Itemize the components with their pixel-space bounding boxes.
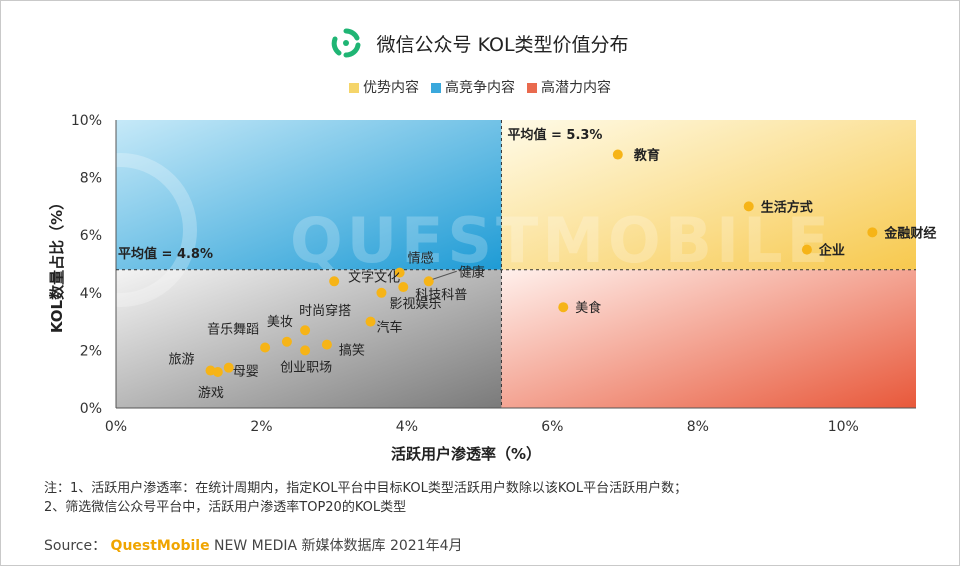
data-point bbox=[212, 367, 223, 377]
data-label: 美妆 bbox=[267, 315, 293, 330]
x-tick-label: 0% bbox=[105, 419, 127, 435]
data-label: 汽车 bbox=[377, 320, 403, 336]
y-tick-label: 4% bbox=[80, 286, 102, 302]
data-point bbox=[260, 342, 271, 353]
x-tick-label: 10% bbox=[828, 419, 859, 435]
watermark-logo-icon bbox=[43, 153, 197, 307]
data-point bbox=[321, 339, 332, 350]
data-point bbox=[300, 345, 311, 356]
data-point bbox=[300, 325, 311, 336]
x-tick-label: 6% bbox=[541, 419, 563, 435]
legend-item: 优势内容 bbox=[349, 77, 419, 97]
quadrant-high-potential bbox=[501, 269, 916, 408]
quadrant-advantage bbox=[501, 120, 916, 270]
legend-item: 高竞争内容 bbox=[431, 77, 515, 97]
data-point bbox=[394, 267, 405, 278]
source-line: Source： QuestMobile NEW MEDIA 新媒体数据库 202… bbox=[44, 535, 463, 555]
source-rest: NEW MEDIA 新媒体数据库 2021年4月 bbox=[209, 538, 463, 554]
data-label: 母婴 bbox=[233, 365, 259, 380]
legend-label: 高竞争内容 bbox=[445, 80, 515, 96]
x-tick-label: 4% bbox=[396, 419, 418, 435]
data-label: 旅游 bbox=[169, 353, 195, 368]
data-point bbox=[743, 201, 754, 212]
data-label: 文字文化 bbox=[348, 270, 400, 285]
x-tick-label: 2% bbox=[250, 419, 272, 435]
data-point bbox=[612, 149, 623, 160]
data-label: 音乐舞蹈 bbox=[207, 322, 259, 338]
y-tick-label: 10% bbox=[71, 113, 102, 129]
data-label: 影视娱乐 bbox=[389, 297, 441, 312]
avg-x-label: 平均值 = 5.3% bbox=[507, 127, 602, 143]
data-label: 美食 bbox=[575, 300, 601, 316]
data-label: 教育 bbox=[633, 148, 660, 164]
y-tick-label: 0% bbox=[80, 401, 102, 417]
note-line-1: 注：1、活跃用户渗透率：在统计周期内，指定KOL平台中目标KOL类型活跃用户数除… bbox=[44, 481, 688, 496]
source-prefix: Source： bbox=[44, 538, 107, 554]
y-axis-label: KOL数量占比（%） bbox=[48, 195, 66, 333]
legend-item: 高潜力内容 bbox=[527, 77, 611, 97]
data-label: 创业职场 bbox=[280, 360, 332, 375]
avg-y-label: 平均值 = 4.8% bbox=[118, 246, 213, 262]
quadrant-high-competition bbox=[116, 120, 502, 270]
legend-swatch bbox=[527, 83, 537, 93]
data-point bbox=[329, 276, 340, 287]
chart-title: 微信公众号 KOL类型价值分布 bbox=[376, 33, 629, 56]
data-label: 企业 bbox=[818, 243, 845, 259]
data-point bbox=[398, 282, 409, 293]
data-label: 科技科普 bbox=[415, 288, 467, 303]
wechat-logo-icon bbox=[332, 28, 361, 58]
data-point bbox=[281, 336, 292, 347]
data-label: 金融财经 bbox=[883, 225, 936, 241]
data-point bbox=[801, 244, 812, 255]
data-point bbox=[223, 362, 234, 373]
watermark-text: QUESTMOBILE bbox=[290, 204, 833, 277]
source-brand: QuestMobile bbox=[110, 538, 210, 554]
x-axis-label: 活跃用户渗透率（%） bbox=[391, 445, 541, 463]
legend: 优势内容 高竞争内容 高潜力内容 bbox=[0, 77, 960, 97]
legend-swatch bbox=[431, 83, 441, 93]
scatter-chart: QUESTMOBILE 平均值 = 5.3% 平均值 = 4.8% 0% 2% 4% 6%… bbox=[43, 113, 937, 463]
legend-label: 优势内容 bbox=[363, 80, 419, 96]
data-label: 游戏 bbox=[198, 386, 224, 401]
legend-swatch bbox=[349, 83, 359, 93]
leader-line bbox=[432, 270, 457, 280]
title-row: 微信公众号 KOL类型价值分布 bbox=[0, 28, 960, 58]
y-tick-label: 2% bbox=[80, 343, 102, 359]
y-tick-label: 8% bbox=[80, 171, 102, 187]
x-tick-label: 8% bbox=[687, 419, 709, 435]
data-point bbox=[558, 302, 569, 313]
data-label: 健康 bbox=[459, 264, 485, 280]
data-point bbox=[423, 276, 434, 287]
data-label: 搞笑 bbox=[339, 343, 365, 359]
legend-label: 高潜力内容 bbox=[541, 80, 611, 96]
data-point bbox=[365, 316, 376, 327]
data-label: 情感 bbox=[408, 251, 434, 267]
data-point bbox=[867, 227, 878, 238]
data-point bbox=[376, 287, 387, 298]
data-label: 时尚穿搭 bbox=[299, 303, 351, 319]
data-label: 生活方式 bbox=[761, 199, 813, 215]
quadrant-low bbox=[116, 269, 502, 408]
note-line-2: 2、筛选微信公众号平台中，活跃用户渗透率TOP20的KOL类型 bbox=[44, 500, 407, 515]
y-tick-label: 6% bbox=[80, 228, 102, 244]
